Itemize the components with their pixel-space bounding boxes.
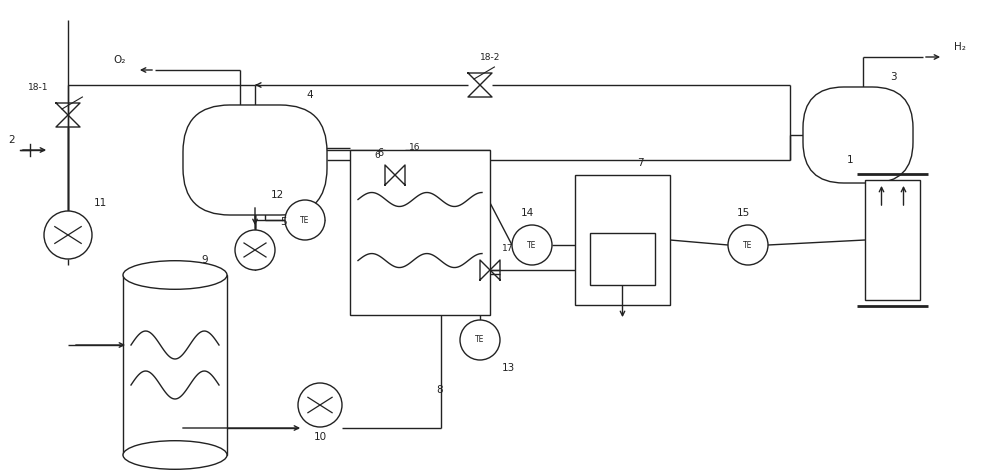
Text: 15: 15 xyxy=(736,208,750,218)
Circle shape xyxy=(728,225,768,265)
Text: 5: 5 xyxy=(280,217,286,227)
Ellipse shape xyxy=(123,441,227,470)
Circle shape xyxy=(235,230,275,270)
Circle shape xyxy=(285,200,325,240)
Text: 13: 13 xyxy=(501,363,515,373)
Text: O₂: O₂ xyxy=(114,55,126,65)
Text: 4: 4 xyxy=(307,90,313,100)
Text: 18-2: 18-2 xyxy=(480,53,500,62)
Text: 10: 10 xyxy=(313,432,327,442)
Ellipse shape xyxy=(123,261,227,290)
Bar xyxy=(865,180,920,300)
Text: 3: 3 xyxy=(890,72,896,82)
Text: TE: TE xyxy=(743,241,753,250)
Text: 16: 16 xyxy=(409,142,421,151)
Text: 2: 2 xyxy=(9,135,15,145)
Text: 8: 8 xyxy=(437,385,443,395)
Text: 6: 6 xyxy=(377,148,383,158)
Text: 7: 7 xyxy=(637,158,644,168)
Circle shape xyxy=(460,320,500,360)
Circle shape xyxy=(44,211,92,259)
Text: 11: 11 xyxy=(93,198,107,208)
Text: H₂: H₂ xyxy=(954,42,966,52)
Text: 9: 9 xyxy=(202,255,208,265)
FancyBboxPatch shape xyxy=(183,105,327,215)
Bar xyxy=(575,175,670,305)
Bar xyxy=(123,275,227,455)
Text: 12: 12 xyxy=(270,190,284,200)
Text: 1: 1 xyxy=(847,155,853,165)
Text: TE: TE xyxy=(300,216,310,225)
Circle shape xyxy=(298,383,342,427)
Bar xyxy=(350,150,490,315)
Bar xyxy=(590,233,655,285)
Text: TE: TE xyxy=(527,241,537,250)
Text: 6: 6 xyxy=(374,150,380,159)
Circle shape xyxy=(512,225,552,265)
Text: 14: 14 xyxy=(520,208,534,218)
Text: 17: 17 xyxy=(502,243,514,252)
Text: 18-1: 18-1 xyxy=(28,83,48,92)
FancyBboxPatch shape xyxy=(803,87,913,183)
Text: TE: TE xyxy=(475,336,485,345)
